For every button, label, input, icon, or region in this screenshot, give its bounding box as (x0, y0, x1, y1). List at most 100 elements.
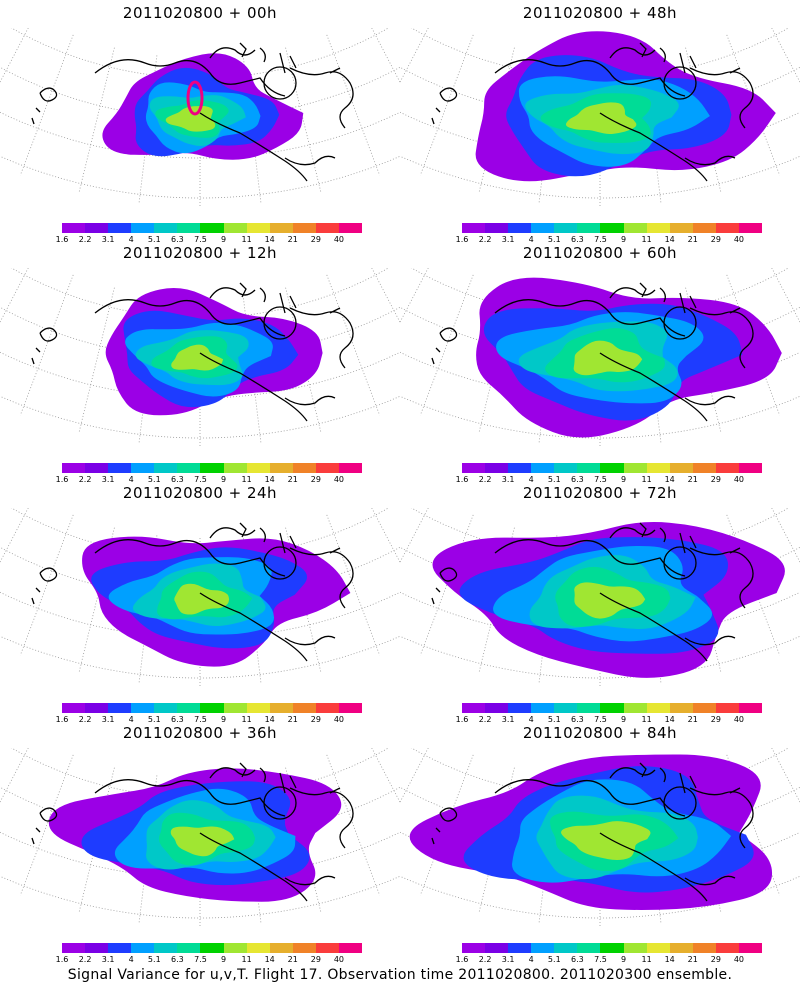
polar-map (400, 508, 800, 688)
coastlines (431, 762, 754, 902)
panel-title: 2011020800 + 12h (122, 244, 278, 262)
colorbar-label: 2.2 (478, 715, 492, 724)
colorbar-swatch (131, 943, 155, 953)
colorbar-label: 21 (687, 475, 698, 484)
polar-map (400, 268, 800, 448)
panel-title: 2011020800 + 36h (122, 724, 278, 742)
colorbar-label: 21 (687, 955, 698, 964)
colorbar-label: 5.1 (147, 955, 161, 964)
polar-map (0, 268, 400, 448)
colorbar-label: 11 (241, 475, 252, 484)
coastlines (431, 522, 754, 662)
colorbar-swatch (223, 703, 247, 713)
colorbar-swatch (600, 463, 624, 473)
colorbar-swatch (269, 463, 293, 473)
colorbar-swatch (292, 223, 316, 233)
panel-title: 2011020800 + 60h (522, 244, 678, 262)
colorbar-swatch (292, 703, 316, 713)
colorbar-label: 3.1 (101, 715, 115, 724)
colorbar-label: 7.5 (594, 955, 607, 964)
colorbar-label: 7.5 (194, 955, 207, 964)
coastlines (31, 42, 354, 182)
colorbar-swatch (269, 223, 293, 233)
polar-map (0, 28, 400, 208)
colorbar-labels: 1.6 2.2 3.1 4 5.1 6.3 7.5 9 11 14 21 29 40 (56, 955, 362, 965)
colorbar-label: 29 (310, 715, 321, 724)
colorbar-swatch (246, 943, 270, 953)
colorbar-swatch (200, 463, 224, 473)
colorbar-label: 6.3 (171, 955, 184, 964)
variance-field (105, 288, 323, 416)
colorbar-swatch (62, 943, 86, 953)
colorbar-swatch (85, 943, 109, 953)
colorbar-swatch (131, 703, 155, 713)
colorbar (462, 943, 763, 953)
colorbar-label: 21 (287, 475, 298, 484)
colorbar-label: 21 (287, 715, 298, 724)
colorbar-swatch (577, 943, 601, 953)
colorbar-label: 11 (241, 715, 252, 724)
colorbar-label: 14 (664, 475, 675, 484)
colorbar-swatch (577, 223, 601, 233)
variance-field (476, 277, 782, 438)
coastlines (31, 762, 354, 902)
colorbar-label: 21 (287, 235, 298, 244)
colorbar-swatch (600, 703, 624, 713)
colorbar-label: 2.2 (78, 955, 92, 964)
colorbar-label: 6.3 (171, 715, 184, 724)
colorbar-swatch (177, 943, 201, 953)
colorbar-label: 6.3 (571, 475, 584, 484)
colorbar-label: 7.5 (594, 715, 607, 724)
colorbar-label: 40 (733, 475, 745, 484)
colorbar-label: 40 (733, 235, 745, 244)
colorbar-label: 5.1 (547, 715, 561, 724)
colorbar-label: 29 (310, 235, 321, 244)
colorbar-swatch (646, 223, 670, 233)
colorbar-label: 4 (528, 955, 534, 964)
colorbar-swatch (646, 703, 670, 713)
colorbar-label: 3.1 (501, 235, 515, 244)
variance-contour (171, 344, 224, 371)
colorbar-label: 9 (220, 955, 227, 964)
colorbar-swatch (246, 703, 270, 713)
colorbar-swatch (315, 703, 339, 713)
colorbar-label: 11 (641, 475, 652, 484)
map-panel: 2011020800 + 60h 1.6 2.2 3.1 4 5.1 6.3 7.5 9 11 14… (400, 240, 800, 485)
colorbar-label: 5.1 (547, 955, 561, 964)
variance-contour (170, 826, 235, 857)
coastlines (31, 522, 354, 662)
colorbar-swatch (669, 703, 693, 713)
colorbar-label: 11 (241, 955, 252, 964)
colorbar-swatch (246, 223, 270, 233)
colorbar-swatch (623, 943, 647, 953)
colorbar-label: 40 (333, 475, 345, 484)
colorbar-labels: 1.6 2.2 3.1 4 5.1 6.3 7.5 9 11 14 21 29 40 (56, 475, 362, 485)
colorbar-swatch (646, 463, 670, 473)
colorbar-swatch (508, 943, 532, 953)
colorbar-label: 40 (333, 955, 345, 964)
colorbar-label: 2.2 (478, 235, 492, 244)
colorbar (462, 703, 763, 713)
colorbar-swatch (462, 463, 486, 473)
variance-field (102, 53, 304, 160)
variance-field (475, 31, 776, 182)
colorbar-label: 40 (333, 235, 345, 244)
variance-contour (174, 583, 230, 615)
colorbar-swatch (315, 463, 339, 473)
coastlines (431, 42, 754, 182)
colorbar-swatch (315, 943, 339, 953)
colorbar-label: 4 (528, 235, 534, 244)
panel-title: 2011020800 + 72h (522, 484, 678, 502)
colorbar-label: 2.2 (478, 475, 492, 484)
colorbar-swatch (131, 463, 155, 473)
coastlines (31, 282, 354, 422)
colorbar-swatch (85, 223, 109, 233)
colorbar-labels: 1.6 2.2 3.1 4 5.1 6.3 7.5 9 11 14 21 29 40 (456, 475, 762, 485)
colorbar-label: 4 (528, 475, 534, 484)
colorbar (462, 463, 763, 473)
colorbar-label: 40 (333, 715, 345, 724)
colorbar-swatch (554, 943, 578, 953)
panel-title: 2011020800 + 48h (522, 4, 678, 22)
colorbar-label: 9 (620, 955, 627, 964)
colorbar-swatch (623, 223, 647, 233)
